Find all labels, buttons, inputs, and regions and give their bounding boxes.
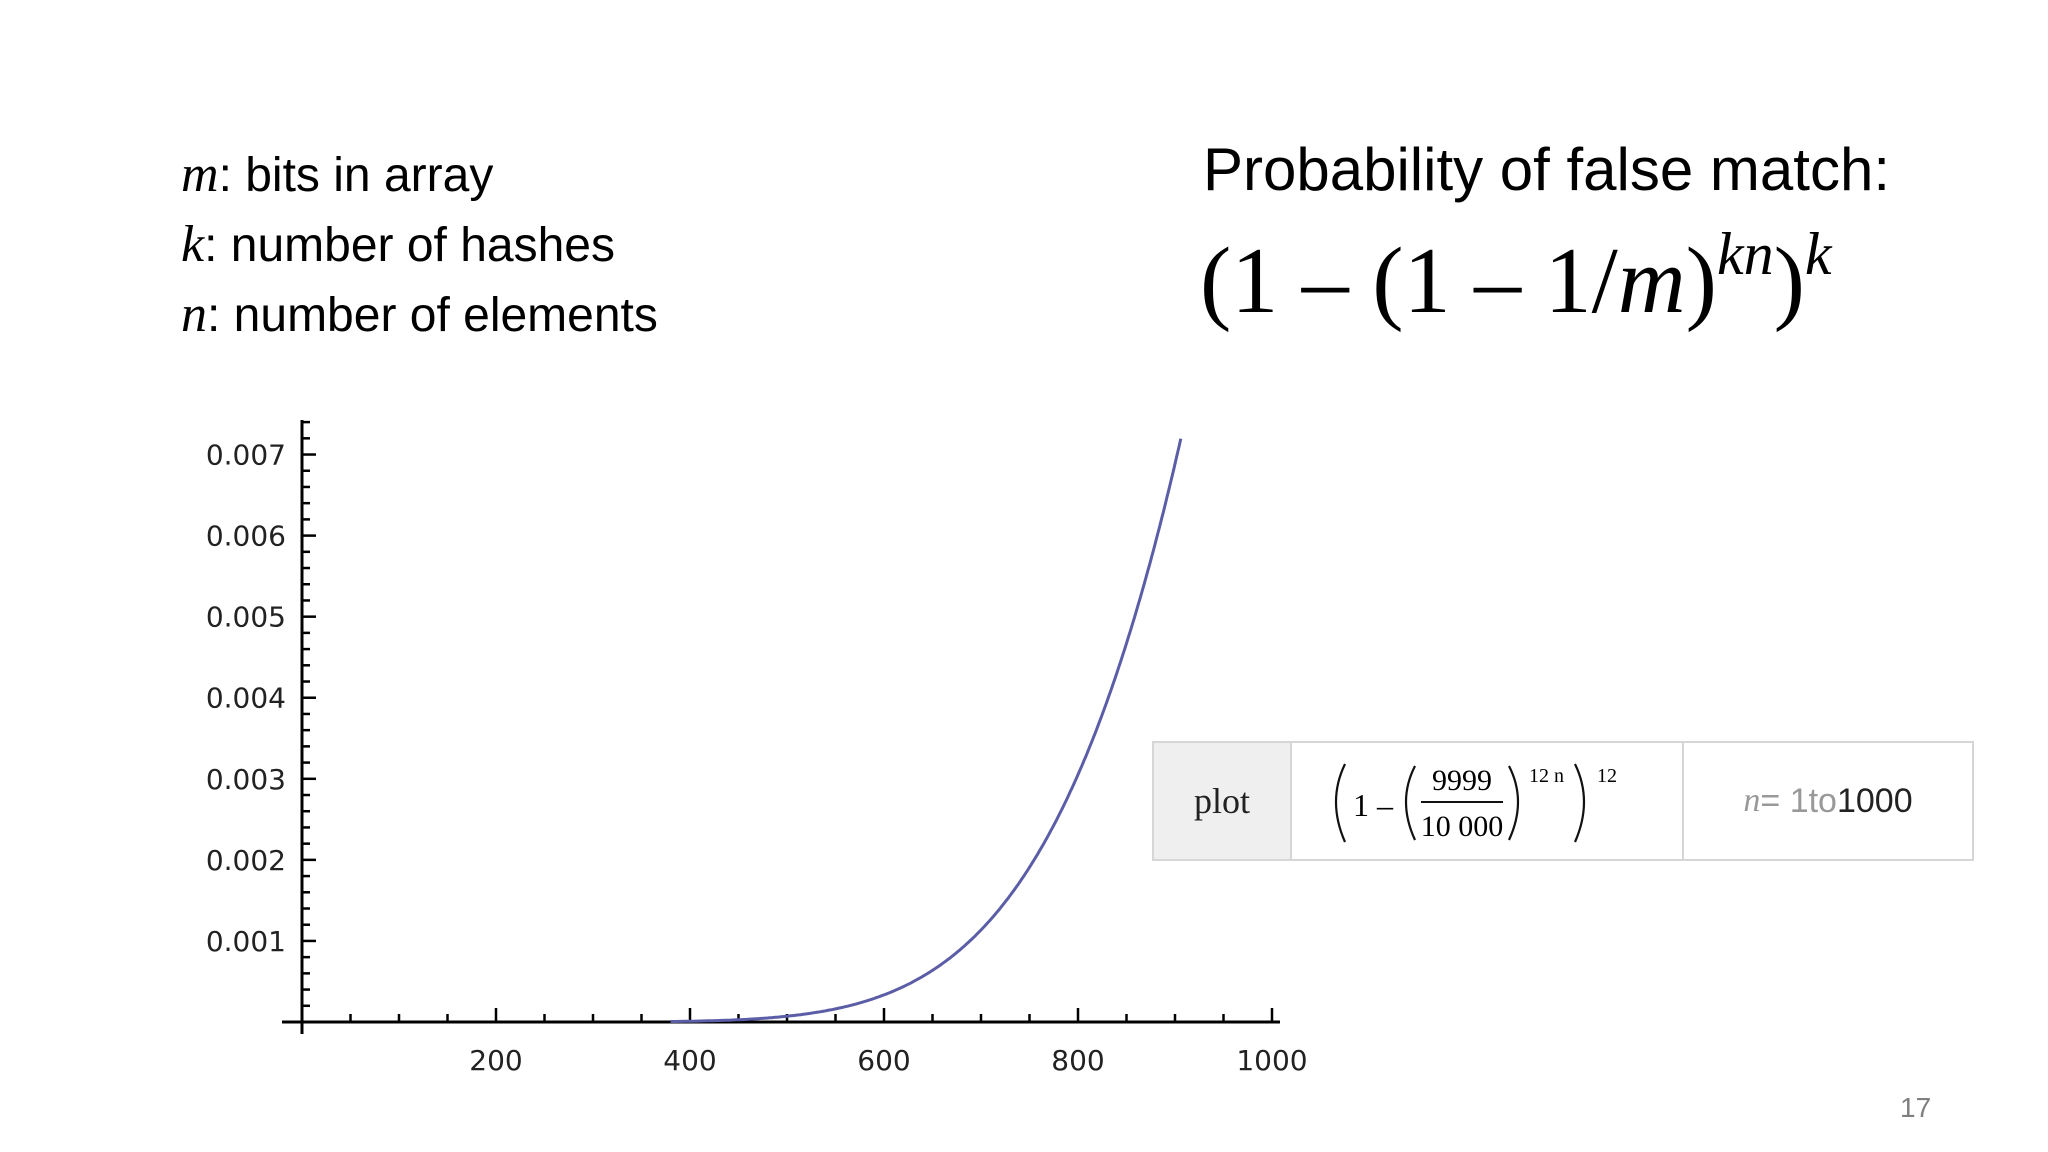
x-tick-label: 200 [469, 1044, 522, 1077]
outer-left-paren [1334, 763, 1347, 843]
y-tick-label: 0.007 [206, 439, 286, 472]
probability-title: Probability of false match: [1203, 136, 1890, 203]
expr-open: 1 – [1353, 787, 1394, 823]
y-tick-label: 0.002 [206, 844, 286, 877]
expr-exp-inner: 12 n [1529, 765, 1564, 787]
formula-prefix: (1 – (1 – 1/ [1200, 229, 1618, 333]
formula-m: m [1617, 229, 1686, 333]
y-axis-ticks: 0.001 0.002 0.003 0.004 0.005 0.006 0.007 [206, 420, 316, 1008]
range-variable: n [1743, 782, 1761, 819]
inner-left-paren [1405, 765, 1416, 841]
formula-close: ) [1685, 229, 1717, 333]
range-equals: = 1 [1760, 781, 1809, 820]
definition-symbol: m [181, 146, 219, 203]
formula-close-outer: ) [1773, 229, 1805, 333]
definition-m: m: bits in array [181, 140, 658, 210]
y-tick-label: 0.005 [206, 601, 286, 634]
x-axis-ticks: 200 400 600 800 1000 [349, 1008, 1308, 1077]
y-tick-label: 0.006 [206, 520, 286, 553]
formula-exp-outer: k [1804, 221, 1832, 287]
expr-exp-outer: 12 [1597, 765, 1617, 787]
query-expression: 1 – 9999 10 000 12 n 12 [1292, 743, 1684, 859]
query-box: plot 1 – 9999 10 000 12 n 12 n = 1 to 10… [1152, 741, 1974, 861]
definition-symbol: n [181, 286, 207, 343]
expr-numerator: 9999 [1432, 764, 1492, 797]
range-to: to [1808, 781, 1837, 820]
formula-exp-inner: kn [1716, 221, 1774, 287]
expression-svg: 1 – 9999 10 000 12 n 12 [1334, 763, 1617, 843]
query-command: plot [1154, 743, 1292, 859]
y-tick-label: 0.004 [206, 682, 286, 715]
probability-curve [670, 438, 1183, 1023]
x-tick-label: 800 [1051, 1044, 1104, 1077]
x-tick-label: 400 [663, 1044, 716, 1077]
expr-denominator: 10 000 [1421, 810, 1504, 843]
range-end: 1000 [1836, 781, 1913, 820]
probability-formula: (1 – (1 – 1/m)kn)k [1200, 220, 1832, 335]
page-number: 17 [1900, 1092, 1932, 1123]
definition-n: n: number of elements [181, 280, 658, 350]
x-tick-label: 1000 [1236, 1044, 1307, 1077]
plot-axes [282, 420, 1280, 1034]
definition-text: : bits in array [218, 149, 494, 202]
query-range: n = 1 to 1000 [1684, 743, 1972, 859]
definition-symbol: k [181, 216, 205, 273]
definition-k: k: number of hashes [181, 210, 658, 280]
variable-definitions: m: bits in array k: number of hashes n: … [181, 140, 658, 350]
x-tick-label: 600 [857, 1044, 910, 1077]
outer-right-paren [1573, 763, 1586, 843]
definition-text: : number of hashes [204, 219, 615, 272]
y-tick-label: 0.003 [206, 763, 286, 796]
definition-text: : number of elements [207, 289, 658, 342]
inner-right-paren [1508, 765, 1519, 841]
y-tick-label: 0.001 [206, 925, 286, 958]
